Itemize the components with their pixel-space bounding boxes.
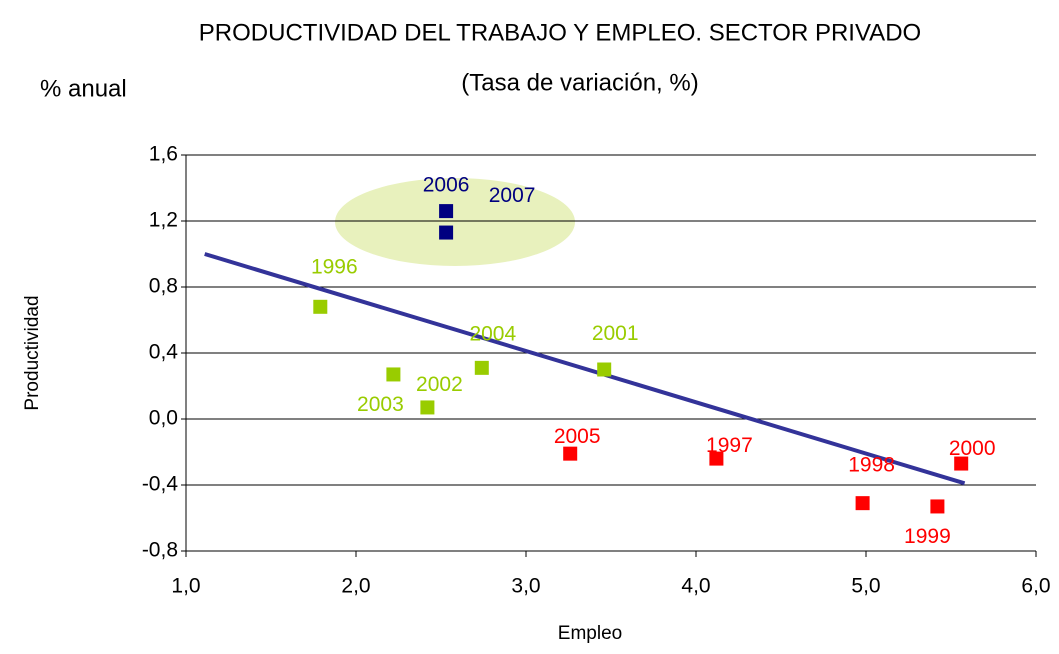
y-tick-label: 0,4: [149, 341, 179, 364]
y-tick-label: 0,0: [149, 407, 178, 430]
point: [474, 360, 489, 375]
point-label: 1998: [848, 454, 895, 477]
point: [386, 367, 401, 382]
trendline: [204, 252, 966, 486]
x-axis-title: Empleo: [558, 623, 622, 644]
x-tick-label: 2,0: [341, 575, 370, 598]
y-tick-label: -0,4: [142, 473, 179, 496]
y-tick-label: -0,8: [142, 539, 178, 562]
x-tick-label: 3,0: [511, 575, 540, 598]
point: [930, 499, 945, 514]
point-label: 2002: [416, 373, 463, 396]
point-label: 1999: [904, 525, 951, 548]
highlight-ellipse: [335, 178, 575, 266]
point-label: 2000: [949, 437, 996, 460]
point-label: 2006: [423, 174, 470, 197]
x-tick-label: 6,0: [1021, 575, 1050, 598]
point: [709, 451, 724, 466]
y-tick-label: 1,2: [149, 209, 178, 232]
y-tick-label: 0,8: [149, 275, 178, 298]
x-tick-label: 5,0: [851, 575, 880, 598]
point: [597, 362, 612, 377]
point-label: 2005: [554, 425, 601, 448]
point: [420, 400, 435, 415]
point-label: 1996: [311, 255, 358, 278]
point-label: 2003: [357, 393, 404, 416]
point-label: 2004: [469, 322, 516, 345]
point: [313, 299, 328, 314]
x-tick-label: 1,0: [171, 575, 200, 598]
x-tick-label: 4,0: [681, 575, 710, 598]
point: [855, 496, 870, 511]
unit-label: % anual: [40, 75, 127, 102]
chart-subtitle: (Tasa de variación, %): [461, 69, 698, 96]
point-label: 2007: [489, 184, 536, 207]
y-axis-title: Productividad: [22, 295, 43, 410]
point-label: 2001: [592, 322, 639, 345]
y-tick-label: 1,6: [149, 143, 178, 166]
chart-title: PRODUCTIVIDAD DEL TRABAJO Y EMPLEO. SECT…: [199, 19, 921, 46]
point: [563, 446, 578, 461]
point: [954, 456, 969, 471]
point: [439, 204, 454, 219]
point: [439, 225, 454, 240]
point-label: 1997: [706, 434, 753, 457]
